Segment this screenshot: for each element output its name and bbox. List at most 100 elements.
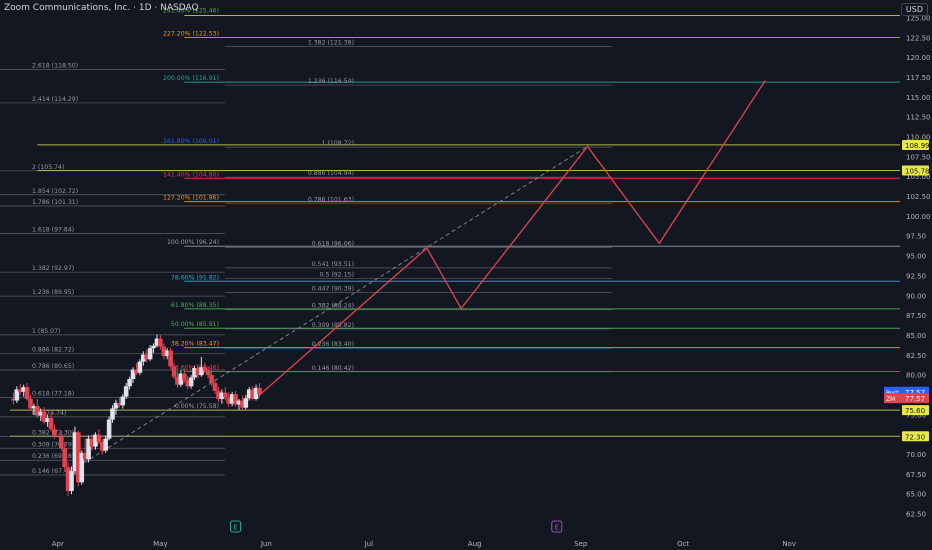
fib-left-label: 0.309 (70.79) — [32, 441, 74, 448]
price-label-text: 75.60 — [905, 407, 925, 415]
price-tick-label: 75.00 — [906, 411, 926, 419]
candle-body — [89, 438, 95, 447]
price-tick-label: 100.00 — [906, 213, 931, 221]
event-marker-text: E — [233, 524, 237, 532]
price-tick-label: 110.00 — [906, 133, 931, 141]
time-tick-label: Nov — [782, 540, 796, 548]
candle-body — [236, 400, 242, 405]
candle-body — [144, 354, 149, 360]
fib-right-label: 0.541 (93.51) — [312, 261, 354, 268]
candle-body — [178, 373, 184, 385]
fib-right-label: 0.447 (90.39) — [312, 286, 354, 293]
candle-body — [222, 392, 228, 398]
price-tick-label: 67.50 — [906, 471, 926, 479]
fib-ext-label: 100.00% (96.24) — [167, 239, 219, 246]
candle-body — [72, 432, 78, 472]
candle-body — [161, 346, 167, 357]
fib-left-label: 1.382 (92.97) — [32, 265, 74, 272]
fib-right-label: 1 (108.72) — [322, 140, 354, 147]
candle-body — [99, 441, 105, 451]
price-tick-label: 82.50 — [906, 352, 926, 360]
fib-left-label: 0.236 (69.28) — [32, 453, 74, 460]
symbol-title: Zoom Communications, Inc. · 1D · NASDAQ — [4, 3, 199, 13]
fib-left-label: 1 (85.07) — [32, 328, 60, 335]
time-axis: Apr May Jun Jul Aug Sep Oct Nov E E — [52, 520, 796, 548]
price-tag-box — [884, 386, 902, 397]
price-label-box — [902, 165, 929, 176]
fib-ext-label: 141.40% (104.80) — [163, 171, 219, 178]
fib-ext-label: 161.80% (109.01) — [163, 138, 219, 145]
price-tick-label: 70.00 — [906, 451, 926, 459]
candle-body — [188, 377, 194, 387]
candle-body — [21, 387, 26, 392]
event-marker — [230, 520, 242, 533]
candle-body — [58, 435, 64, 449]
candle-body — [86, 438, 91, 460]
candle-body — [181, 373, 187, 380]
candle-body — [106, 419, 112, 439]
time-tick-label: Apr — [52, 540, 64, 548]
candle-body — [253, 387, 259, 399]
candle-body — [117, 402, 122, 406]
fib-left-label: 1.236 (89.95) — [32, 289, 74, 296]
fib-right-label: 0.309 (85.82) — [312, 322, 354, 329]
price-tick-label: 95.00 — [906, 253, 926, 261]
fib-left-label: 2.414 (114.29) — [32, 96, 78, 103]
price-tick-label: 87.50 — [906, 312, 926, 320]
candle-body — [257, 387, 262, 395]
fib-ext-label: 200.00% (116.91) — [163, 75, 219, 82]
candle-body — [233, 394, 238, 405]
candle-body — [219, 392, 225, 399]
candle-body — [48, 418, 54, 430]
fib-left-label: 1.786 (101.31) — [32, 199, 78, 206]
time-tick-label: Sep — [574, 540, 588, 548]
candle-body — [195, 367, 201, 376]
candle-body — [175, 376, 180, 385]
price-tick-label: 97.50 — [906, 233, 926, 241]
price-tag-text: ZM — [886, 396, 895, 403]
candle-body — [38, 411, 44, 416]
candle-body — [45, 418, 50, 422]
price-tick-label: 65.00 — [906, 491, 926, 499]
candle-body — [31, 406, 37, 409]
trendlines — [78, 80, 766, 467]
projection-path — [259, 80, 766, 396]
candle-body — [82, 452, 88, 460]
candle-body — [243, 398, 249, 408]
candle-body — [246, 389, 252, 399]
candle-body — [93, 434, 98, 447]
fib-right-label: 0.236 (83.40) — [312, 341, 354, 348]
candle-body — [171, 366, 177, 377]
candle-body — [137, 361, 143, 373]
candle-body — [130, 369, 136, 380]
candles — [11, 334, 262, 496]
candle-body — [229, 394, 235, 404]
fib-ext-label: 38.20% (83.47) — [171, 341, 219, 348]
candle-body — [127, 379, 132, 387]
price-label-text: 77.57 — [905, 389, 925, 397]
candle-body — [216, 391, 221, 399]
candle-body — [240, 400, 245, 408]
price-label-box — [902, 140, 929, 151]
dashed-trendline — [78, 146, 588, 467]
price-tick-label: 62.50 — [906, 511, 926, 519]
price-tick-label: 102.50 — [906, 193, 931, 201]
currency-button[interactable]: USD — [900, 3, 928, 16]
time-tick-label: Aug — [468, 540, 482, 548]
price-tick-label: 117.50 — [906, 74, 931, 82]
candle-body — [28, 398, 33, 409]
candle-body — [192, 367, 197, 378]
price-tick-label: 92.50 — [906, 272, 926, 280]
event-marker — [551, 520, 563, 533]
candle-body — [123, 386, 129, 397]
price-tick-label: 120.00 — [906, 54, 931, 62]
time-tick-label: Jun — [260, 540, 272, 548]
price-tick-label: 112.50 — [906, 114, 931, 122]
fib-right-label: 1.382 (121.38) — [308, 40, 354, 47]
price-label-text: 108.99 — [905, 142, 930, 150]
time-tick-label: May — [153, 540, 167, 548]
candle-body — [185, 379, 191, 387]
candle-body — [158, 338, 163, 347]
fib-ext-label: 78.60% (91.82) — [171, 274, 219, 281]
